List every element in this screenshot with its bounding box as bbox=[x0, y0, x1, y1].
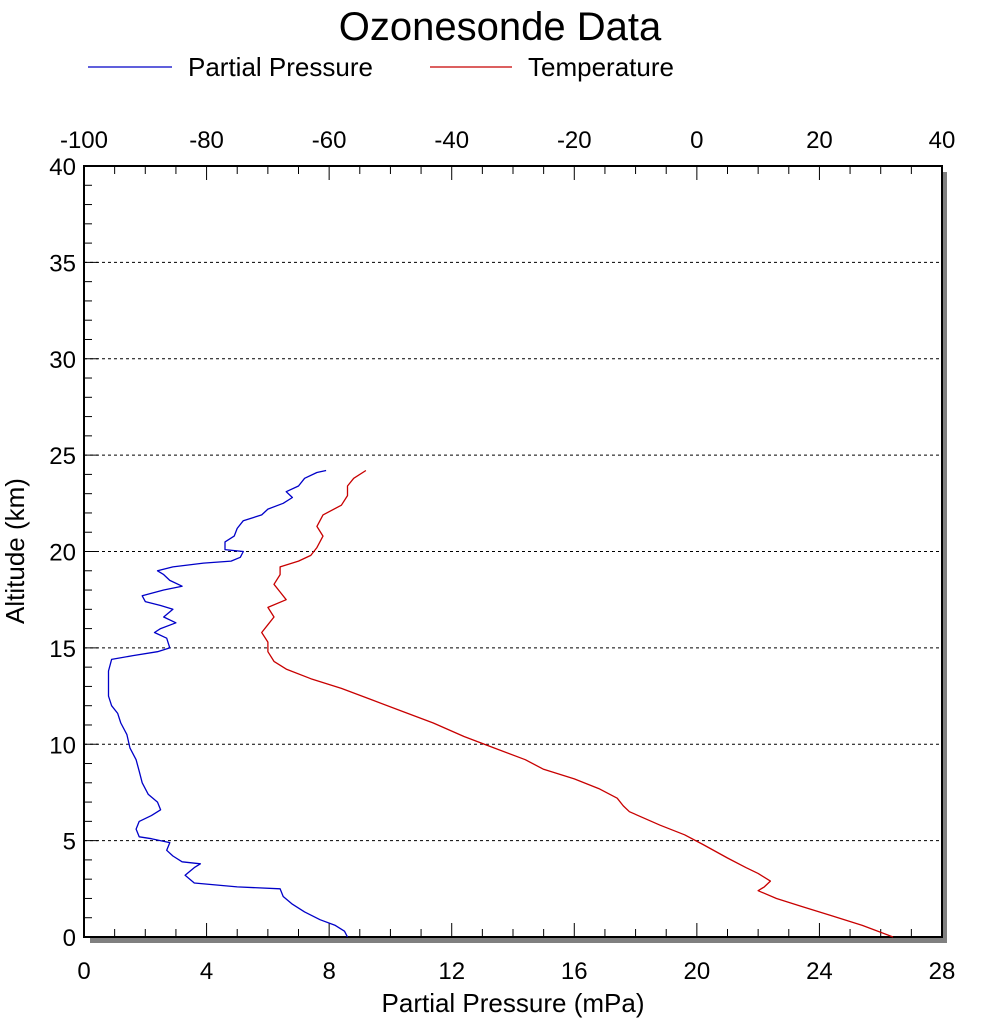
x-bottom-tick-label: 0 bbox=[77, 958, 90, 985]
x-bottom-tick-label: 8 bbox=[322, 958, 335, 985]
x-bottom-tick-label: 12 bbox=[438, 958, 465, 985]
y-tick-label: 25 bbox=[49, 443, 76, 470]
x-top-tick-label: -60 bbox=[312, 127, 347, 154]
x-top-tick-label: -100 bbox=[60, 127, 108, 154]
y-tick-label: 40 bbox=[49, 154, 76, 181]
y-tick-label: 30 bbox=[49, 347, 76, 374]
x-top-tick-label: -80 bbox=[189, 127, 224, 154]
x-bottom-tick-label: 4 bbox=[200, 958, 213, 985]
x-top-tick-label: 40 bbox=[929, 127, 956, 154]
series-line-partial-pressure bbox=[107, 469, 349, 938]
x-bottom-tick-label: 16 bbox=[561, 958, 588, 985]
x-top-tick-labels: -100 -80 -60 -40 -20 0 20 40 bbox=[60, 127, 955, 154]
x-axis-title: Partial Pressure (mPa) bbox=[382, 988, 645, 1018]
legend-label-partial-pressure: Partial Pressure bbox=[188, 52, 373, 82]
x-bottom-tick-labels: 0 4 8 12 16 20 24 28 bbox=[77, 958, 955, 985]
legend-label-temperature: Temperature bbox=[528, 52, 674, 82]
series-lines bbox=[107, 469, 894, 938]
legend: Partial Pressure Temperature bbox=[88, 52, 674, 82]
grid-lines bbox=[84, 261, 942, 842]
x-top-tick-label: 20 bbox=[806, 127, 833, 154]
y-tick-label: 5 bbox=[63, 829, 76, 856]
chart-title: Ozonesonde Data bbox=[339, 5, 662, 49]
y-tick-labels: 0 5 10 15 20 25 30 35 40 bbox=[49, 154, 76, 952]
x-bottom-tick-label: 20 bbox=[684, 958, 711, 985]
x-top-tick-label: 0 bbox=[690, 127, 703, 154]
minor-ticks bbox=[83, 165, 943, 938]
y-tick-label: 10 bbox=[49, 732, 76, 759]
y-tick-label: 20 bbox=[49, 540, 76, 567]
y-tick-label: 35 bbox=[49, 250, 76, 277]
series-line-temperature bbox=[261, 469, 894, 938]
x-top-tick-label: -20 bbox=[557, 127, 592, 154]
x-top-tick-label: -40 bbox=[434, 127, 469, 154]
y-tick-label: 0 bbox=[63, 925, 76, 952]
y-axis-title: Altitude (km) bbox=[0, 478, 30, 624]
y-tick-label: 15 bbox=[49, 636, 76, 663]
x-bottom-tick-label: 24 bbox=[806, 958, 833, 985]
x-bottom-tick-label: 28 bbox=[929, 958, 956, 985]
